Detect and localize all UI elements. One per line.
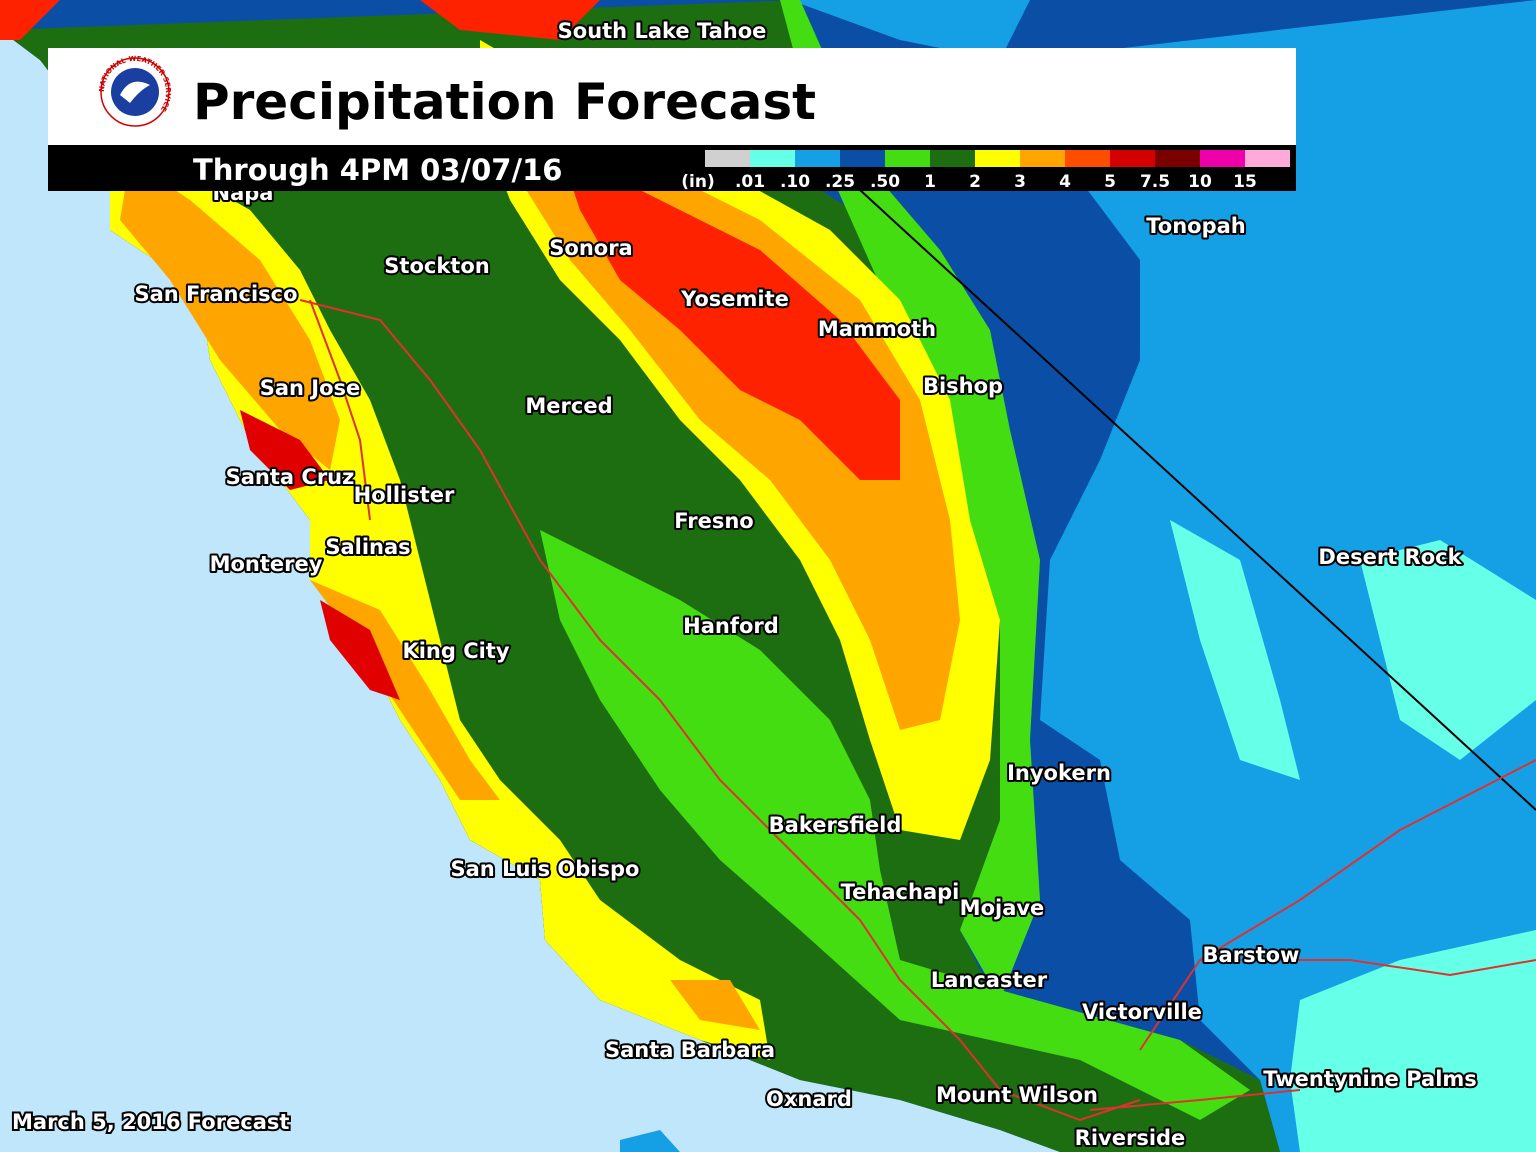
legend-swatch [975, 150, 1020, 167]
city-label: Sonora [549, 236, 632, 260]
city-label: Desert Rock [1318, 545, 1462, 569]
city-label: Oxnard [766, 1087, 852, 1111]
legend-label: .10 [780, 172, 810, 192]
precip-red [240, 410, 330, 490]
precip-cyan [1360, 540, 1536, 760]
precip-red [0, 0, 60, 40]
precip-light-blue [790, 0, 1030, 60]
city-label: Riverside [1075, 1126, 1186, 1150]
highway [1089, 1089, 1301, 1111]
footer: March 5, 2016 Forecast [12, 1110, 289, 1134]
city-label: Yosemite [680, 287, 789, 311]
precip-red [560, 150, 900, 480]
header-panel [48, 48, 1296, 145]
highway [299, 299, 1141, 1122]
city-label: Hanford [683, 614, 779, 638]
city-label: Lancaster [931, 968, 1048, 992]
city-label: Salinas [325, 535, 410, 559]
legend-swatch [705, 150, 750, 167]
city-label: Twentynine Palms [1263, 1067, 1477, 1091]
legend-label: .01 [735, 172, 765, 192]
city-label: Tonopah [1146, 214, 1246, 238]
city-label: Bishop [923, 374, 1003, 398]
precip-light-blue [1020, 0, 1536, 1152]
precip-green [780, 0, 1040, 1000]
legend-label: 3 [1014, 172, 1026, 192]
city-label: Mount Wilson [936, 1083, 1098, 1107]
legend-label: .50 [870, 172, 900, 192]
city-label: Mojave [960, 896, 1045, 920]
city-label: San Jose [260, 376, 361, 400]
legend-label: 10 [1188, 172, 1212, 192]
city-label: Mammoth [818, 317, 936, 341]
legend-swatch [795, 150, 840, 167]
legend-swatch [840, 150, 885, 167]
legend-label: 5 [1104, 172, 1116, 192]
precip-red [420, 0, 600, 40]
city-label: Inyokern [1007, 761, 1111, 785]
legend-swatch [930, 150, 975, 167]
city-label: San Francisco [134, 282, 297, 306]
highway [1139, 759, 1536, 1051]
precip-orange [120, 160, 340, 470]
logo: NATIONAL WEATHER SERVICE [98, 55, 172, 127]
state-border [859, 189, 1536, 811]
highway [309, 299, 371, 521]
city-label: Monterey [210, 552, 323, 576]
city-label: Merced [525, 394, 612, 418]
legend-swatch [1110, 150, 1155, 167]
city-label: Tehachapi [841, 880, 960, 904]
precip-cyan [1170, 520, 1300, 780]
legend-swatch [885, 150, 930, 167]
legend-label: 15 [1233, 172, 1257, 192]
precip-cyan [1290, 930, 1536, 1152]
precip-orange [670, 980, 760, 1030]
city-label: Fresno [674, 509, 753, 533]
island [620, 1130, 680, 1152]
legend-swatch [1200, 150, 1245, 167]
legend-unit: (in) [681, 172, 714, 192]
highway [1200, 959, 1536, 977]
city-label: King City [402, 639, 509, 663]
title: Precipitation Forecast [193, 73, 816, 131]
city-label: Santa Barbara [605, 1038, 775, 1062]
legend-swatch [1065, 150, 1110, 167]
precip-dark-green [0, 0, 1280, 1152]
city-label: Santa Cruz [226, 465, 355, 489]
city-label: Barstow [1203, 943, 1300, 967]
city-label: Stockton [384, 254, 489, 278]
legend-label: .25 [825, 172, 855, 192]
precip-green [540, 530, 1250, 1120]
city-label: Victorville [1082, 1000, 1202, 1024]
legend-label: 7.5 [1140, 172, 1170, 192]
legend-label: 1 [924, 172, 936, 192]
legend-swatch [1155, 150, 1200, 167]
subtitle: Through 4PM 03/07/16 [193, 153, 562, 187]
precip-red [320, 600, 400, 700]
legend-label: 2 [969, 172, 981, 192]
legend-swatch [750, 150, 795, 167]
legend: .01 .10 .25 .50 1 2 3 4 5 7.5 10 15 [705, 150, 1290, 192]
city-label: Bakersfield [769, 813, 902, 837]
legend-swatch [1245, 150, 1290, 167]
city-label: Hollister [354, 483, 455, 507]
legend-label: 4 [1059, 172, 1071, 192]
city-label: South Lake Tahoe [558, 19, 767, 43]
city-label: San Luis Obispo [451, 857, 640, 881]
legend-swatch [1020, 150, 1065, 167]
